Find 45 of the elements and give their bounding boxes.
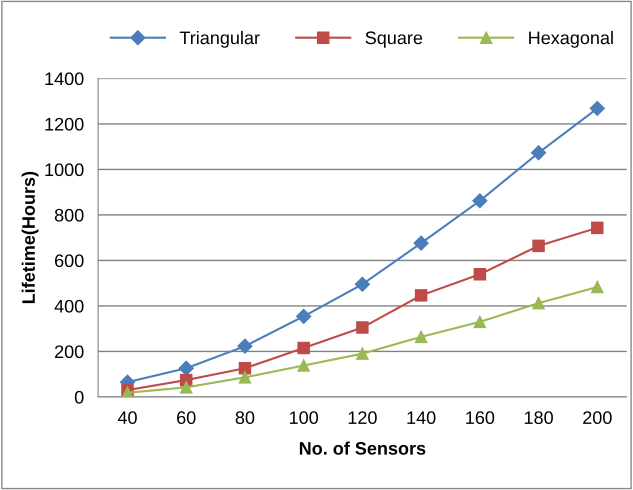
legend-label: Triangular bbox=[180, 30, 260, 48]
point bbox=[356, 347, 369, 360]
point bbox=[532, 240, 545, 252]
x-tick-label: 80 bbox=[236, 411, 254, 424]
x-tick-label: 120 bbox=[348, 411, 377, 424]
point bbox=[178, 360, 194, 376]
point bbox=[474, 268, 486, 281]
point bbox=[414, 330, 428, 344]
point bbox=[532, 296, 545, 310]
y-tick-label: 600 bbox=[55, 254, 84, 268]
point bbox=[238, 371, 252, 384]
x-tick-label: 40 bbox=[118, 411, 137, 424]
y-tick-label: 1000 bbox=[45, 163, 84, 176]
y-tick-label: 200 bbox=[55, 345, 84, 358]
x-tick-label: 180 bbox=[524, 411, 553, 424]
y-tick-label: 1400 bbox=[45, 72, 84, 86]
point bbox=[356, 321, 369, 334]
x-tick-label: 60 bbox=[177, 411, 196, 424]
point bbox=[590, 100, 605, 116]
point bbox=[238, 362, 252, 374]
x-axis-title: No. of Sensors bbox=[300, 442, 426, 455]
legend-label: Hexagonal bbox=[529, 30, 613, 48]
point bbox=[591, 222, 604, 234]
x-tick-label: 100 bbox=[290, 411, 318, 424]
x-tick-label: 140 bbox=[407, 411, 436, 424]
point bbox=[297, 359, 310, 372]
point bbox=[237, 338, 253, 354]
x-tick-label: 200 bbox=[583, 411, 612, 424]
point bbox=[180, 381, 192, 394]
point bbox=[472, 193, 488, 208]
point bbox=[414, 236, 429, 251]
legend-label: Square bbox=[366, 31, 422, 48]
point bbox=[296, 308, 312, 324]
point bbox=[591, 280, 604, 294]
point bbox=[414, 289, 428, 302]
y-tick-label: 1200 bbox=[45, 118, 84, 131]
point bbox=[531, 145, 546, 160]
point bbox=[354, 276, 370, 292]
x-tick-label: 160 bbox=[466, 411, 494, 424]
y-tick-label: 800 bbox=[54, 208, 84, 222]
y-tick-label: 0 bbox=[74, 390, 84, 404]
y-axis-title: Lifetime(Hours) bbox=[22, 172, 39, 304]
y-tick-label: 400 bbox=[54, 300, 84, 313]
point bbox=[297, 342, 310, 354]
point bbox=[474, 316, 486, 328]
